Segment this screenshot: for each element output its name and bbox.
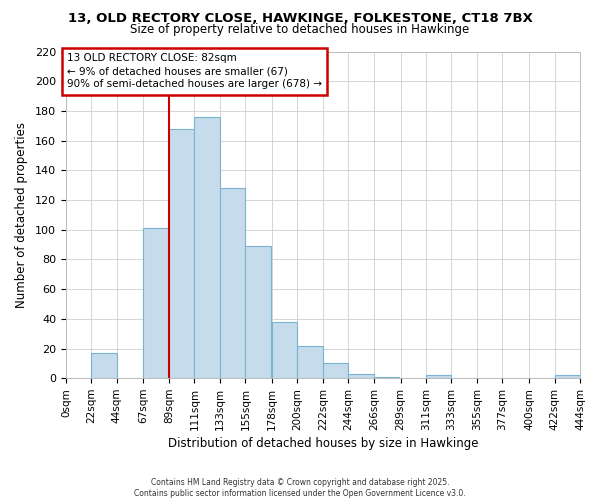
Text: Contains HM Land Registry data © Crown copyright and database right 2025.
Contai: Contains HM Land Registry data © Crown c… [134, 478, 466, 498]
Bar [272, 322, 298, 378]
Text: Size of property relative to detached houses in Hawkinge: Size of property relative to detached ho… [130, 22, 470, 36]
Bar [220, 188, 245, 378]
Bar [143, 228, 169, 378]
Bar [554, 375, 580, 378]
Bar [194, 117, 220, 378]
X-axis label: Distribution of detached houses by size in Hawkinge: Distribution of detached houses by size … [168, 437, 478, 450]
Bar [426, 375, 451, 378]
Y-axis label: Number of detached properties: Number of detached properties [15, 122, 28, 308]
Bar [349, 374, 374, 378]
Bar [245, 246, 271, 378]
Bar [298, 346, 323, 378]
Bar [169, 128, 194, 378]
Text: 13 OLD RECTORY CLOSE: 82sqm
← 9% of detached houses are smaller (67)
90% of semi: 13 OLD RECTORY CLOSE: 82sqm ← 9% of deta… [67, 53, 322, 90]
Bar [323, 364, 349, 378]
Bar [91, 353, 117, 378]
Bar [374, 376, 400, 378]
Text: 13, OLD RECTORY CLOSE, HAWKINGE, FOLKESTONE, CT18 7BX: 13, OLD RECTORY CLOSE, HAWKINGE, FOLKEST… [68, 12, 532, 26]
